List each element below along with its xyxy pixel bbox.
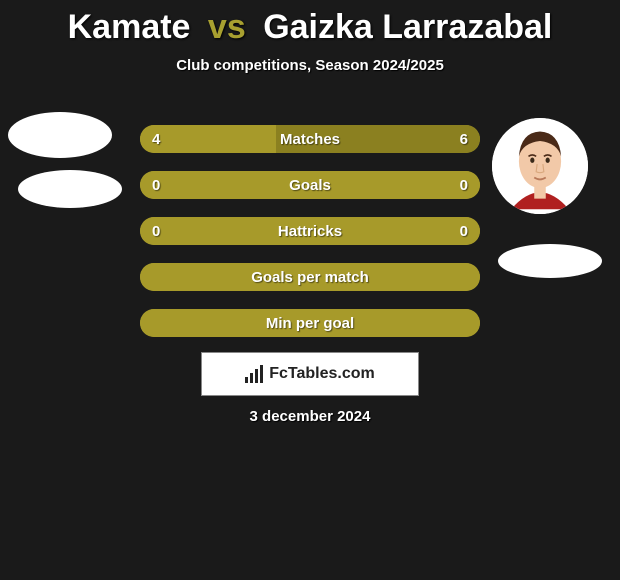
stat-label: Goals [289, 177, 331, 194]
stat-value-right: 6 [460, 131, 468, 148]
player2-face-icon [492, 118, 588, 214]
stat-row: 0 Goals 0 [140, 171, 480, 199]
stat-row: 0 Hattricks 0 [140, 217, 480, 245]
stat-row: Goals per match [140, 263, 480, 291]
stat-value-left: 0 [152, 177, 160, 194]
stat-label: Hattricks [278, 223, 342, 240]
stat-label: Min per goal [266, 315, 354, 332]
player2-avatar-placeholder-2 [498, 244, 602, 278]
stat-segment-right [310, 171, 480, 199]
stat-label: Matches [280, 131, 340, 148]
subtitle: Club competitions, Season 2024/2025 [0, 57, 620, 74]
player2-avatar [492, 118, 588, 214]
brand-badge: FcTables.com [201, 352, 419, 396]
stat-label: Goals per match [251, 269, 369, 286]
date-text: 3 december 2024 [0, 408, 620, 425]
vs-label: vs [208, 8, 246, 46]
bars-icon [245, 365, 263, 383]
player1-avatar-placeholder-1 [8, 112, 112, 158]
stat-value-right: 0 [460, 223, 468, 240]
brand-text: FcTables.com [269, 365, 375, 383]
player2-name: Gaizka Larrazabal [263, 8, 552, 46]
stat-value-left: 0 [152, 223, 160, 240]
stat-bars: 4 Matches 6 0 Goals 0 0 Hattricks 0 Goals per mat… [140, 125, 480, 355]
stat-segment-left [140, 171, 310, 199]
player1-name: Kamate [68, 8, 191, 46]
player1-avatar-placeholder-2 [18, 170, 122, 208]
stat-value-right: 0 [460, 177, 468, 194]
comparison-title: Kamate vs Gaizka Larrazabal [0, 0, 620, 47]
stat-segment-left [140, 125, 276, 153]
stat-row: Min per goal [140, 309, 480, 337]
stat-row: 4 Matches 6 [140, 125, 480, 153]
stat-value-left: 4 [152, 131, 160, 148]
